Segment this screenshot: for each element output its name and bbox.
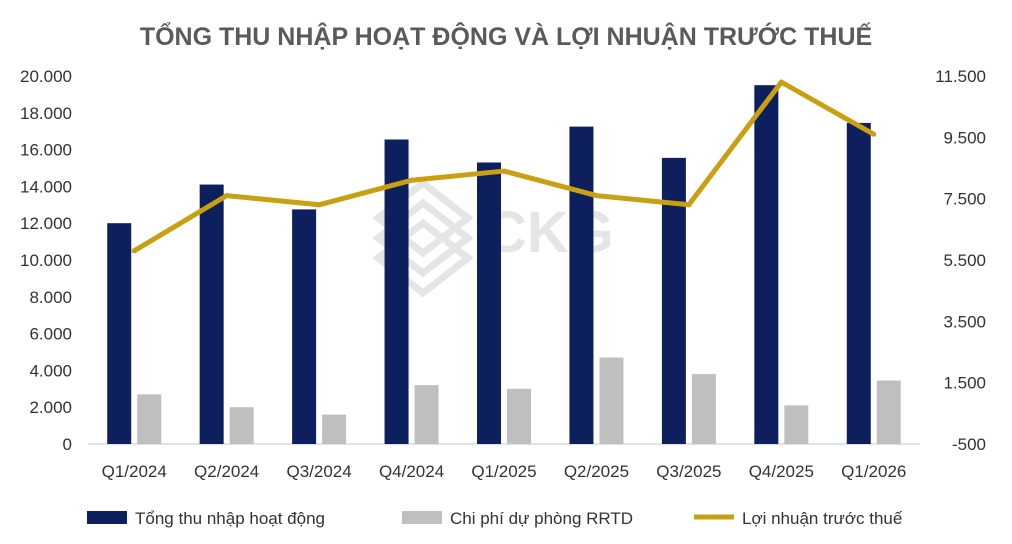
bar-income [107,223,132,444]
line-profit-point [131,248,137,254]
y-left-tick-label: 0 [63,435,72,454]
x-tick-label: Q4/2025 [749,462,814,481]
bar-income [846,122,871,445]
line-profit-point [409,177,415,183]
y-left-tick-label: 10.000 [20,251,72,270]
line-profit-point [593,193,599,199]
y-left-tick-label: 18.000 [20,104,72,123]
x-tick-label: Q1/2025 [471,462,536,481]
y-right-tick-label: 11.500 [935,67,986,86]
bar-provision [414,385,439,444]
bar-provision [322,414,347,444]
legend-item-profit: Lợi nhuận trước thuế [694,509,903,528]
bar-provision [876,380,901,444]
line-profit-point [778,79,784,85]
y-right-tick-label: 5.500 [943,251,986,270]
bar-income [477,162,501,445]
y-left-tick-label: 6.000 [29,325,72,344]
legend-swatch-provision [402,511,442,524]
line-profit-point [224,193,230,199]
x-tick-label: Q1/2024 [102,462,167,481]
y-left-tick-label: 14.000 [20,177,72,196]
y-left-tick-label: 8.000 [29,288,72,307]
bar-provision [784,405,809,444]
x-tick-label: Q3/2024 [286,462,351,481]
bar-provision [691,374,716,444]
legend-label-provision: Chi phí dự phòng RRTD [450,509,633,528]
line-profit-point [686,202,692,208]
y-right-tick-label: 7.500 [943,190,986,209]
y-left-tick-label: 4.000 [29,361,72,380]
y-right-tick-label: -500 [952,435,986,454]
legend: Tổng thu nhập hoạt động Chi phí dự phòng… [87,509,903,528]
bar-provision [137,394,162,444]
y-left-tick-label: 2.000 [29,398,72,417]
watermark-text: CKG [485,200,614,265]
y-left-tick-label: 20.000 [20,67,72,86]
bar-income [384,139,409,445]
bar-income [199,184,224,444]
x-tick-label: Q2/2024 [194,462,259,481]
line-profit-point [501,168,507,174]
chart-title: TỔNG THU NHẬP HOẠT ĐỘNG VÀ LỢI NHUẬN TRƯ… [140,21,872,51]
y-right-tick-label: 1.500 [943,374,986,393]
x-tick-label: Q2/2025 [564,462,629,481]
bar-income [569,126,594,444]
x-tick-label: Q3/2025 [656,462,721,481]
bar-income [292,209,317,444]
legend-item-provision: Chi phí dự phòng RRTD [402,509,633,528]
legend-label-income: Tổng thu nhập hoạt động [135,509,325,528]
y-left-tick-label: 12.000 [20,214,72,233]
bar-provision [229,407,254,444]
x-tick-label: Q1/2026 [841,462,906,481]
y-right-tick-label: 9.500 [943,128,986,147]
bar-income [754,85,779,444]
legend-swatch-income [87,511,127,524]
x-tick-label: Q4/2024 [379,462,444,481]
bar-provision [599,357,624,444]
y-left-tick-label: 16.000 [20,141,72,160]
legend-item-income: Tổng thu nhập hoạt động [87,509,325,528]
line-profit-point [316,202,322,208]
y-right-tick-label: 3.500 [943,312,986,331]
legend-label-profit: Lợi nhuận trước thuế [742,509,903,528]
line-profit-point [871,131,877,137]
bar-provision [507,388,531,444]
